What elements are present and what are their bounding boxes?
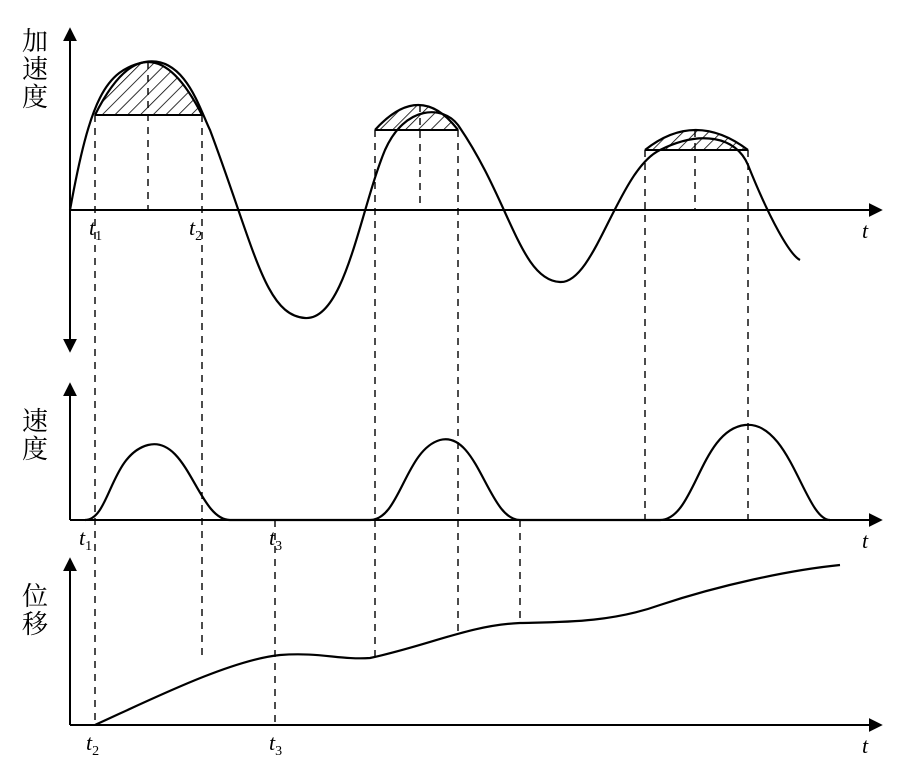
accel-tick-1: t2 — [189, 215, 202, 244]
physics-timing-diagram: 加速度tt1t2速度tt1t3位移tt2t3 — [0, 0, 913, 766]
svg-text:度: 度 — [22, 429, 48, 466]
disp-curve — [95, 565, 840, 725]
svg-text:移: 移 — [22, 604, 48, 641]
svg-text:度: 度 — [22, 77, 48, 114]
disp-tick-0: t2 — [86, 730, 99, 759]
accel-y-label: 加速度 — [22, 21, 48, 114]
vel-x-label: t — [862, 528, 869, 553]
disp-y-label: 位移 — [22, 576, 48, 641]
vel-tick-0: t1 — [79, 525, 92, 554]
disp-tick-1: t3 — [269, 730, 282, 759]
accel-x-label: t — [862, 218, 869, 243]
vel-tick-1: t3 — [269, 525, 282, 554]
vel-y-label: 速度 — [22, 401, 48, 466]
disp-x-label: t — [862, 733, 869, 758]
